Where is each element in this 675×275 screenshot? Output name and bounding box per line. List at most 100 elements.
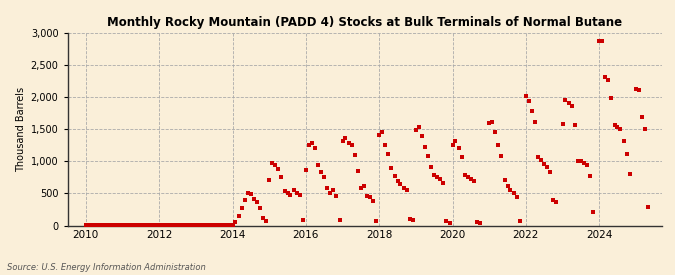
Point — [609, 123, 620, 127]
Point — [597, 39, 608, 43]
Point — [224, 223, 235, 227]
Point — [261, 219, 271, 223]
Point — [408, 218, 418, 222]
Point — [288, 187, 299, 192]
Point — [254, 206, 265, 210]
Point — [99, 223, 109, 227]
Point — [322, 186, 333, 191]
Point — [468, 179, 479, 183]
Point — [306, 141, 317, 145]
Point — [456, 155, 467, 160]
Point — [371, 218, 381, 223]
Point — [640, 126, 651, 131]
Point — [108, 223, 119, 227]
Point — [356, 186, 367, 191]
Point — [154, 223, 165, 227]
Point — [404, 217, 415, 221]
Point — [148, 223, 159, 227]
Y-axis label: Thousand Barrels: Thousand Barrels — [16, 87, 26, 172]
Point — [505, 188, 516, 192]
Point — [367, 199, 378, 203]
Point — [454, 146, 464, 150]
Point — [582, 162, 593, 167]
Point — [401, 187, 412, 192]
Point — [557, 122, 568, 126]
Point — [298, 218, 308, 222]
Point — [124, 223, 134, 227]
Point — [163, 223, 173, 227]
Point — [273, 167, 284, 171]
Point — [334, 218, 345, 222]
Point — [114, 223, 125, 227]
Point — [551, 200, 562, 205]
Point — [487, 120, 497, 124]
Point — [526, 108, 537, 113]
Point — [188, 223, 198, 227]
Point — [117, 223, 128, 227]
Point — [221, 223, 232, 227]
Point — [230, 219, 241, 224]
Point — [392, 179, 403, 183]
Point — [294, 193, 305, 197]
Point — [472, 220, 483, 224]
Point — [438, 181, 449, 185]
Point — [328, 188, 339, 192]
Point — [252, 200, 263, 205]
Point — [215, 223, 226, 227]
Point — [386, 166, 397, 170]
Point — [144, 223, 155, 227]
Point — [313, 163, 323, 167]
Point — [630, 87, 641, 91]
Point — [643, 205, 653, 209]
Point — [444, 221, 455, 226]
Point — [564, 101, 574, 105]
Point — [508, 191, 519, 195]
Point — [292, 191, 302, 195]
Point — [600, 75, 611, 79]
Point — [594, 39, 605, 43]
Text: Source: U.S. Energy Information Administration: Source: U.S. Energy Information Administ… — [7, 263, 205, 272]
Point — [603, 78, 614, 83]
Point — [246, 192, 256, 196]
Point — [80, 223, 91, 227]
Point — [533, 155, 543, 160]
Point — [196, 223, 207, 227]
Point — [530, 120, 541, 124]
Point — [621, 152, 632, 156]
Point — [447, 142, 458, 147]
Point — [536, 158, 547, 162]
Point — [435, 177, 446, 181]
Point — [212, 223, 223, 227]
Point — [206, 223, 217, 227]
Point — [362, 194, 373, 198]
Point — [319, 175, 329, 180]
Point — [172, 223, 183, 227]
Point — [166, 223, 177, 227]
Point — [157, 223, 167, 227]
Point — [618, 139, 629, 144]
Point — [429, 173, 439, 177]
Point — [92, 223, 103, 227]
Point — [234, 214, 244, 218]
Point — [545, 169, 556, 174]
Point — [572, 158, 583, 163]
Point — [432, 175, 443, 180]
Point — [90, 223, 101, 227]
Point — [193, 223, 204, 227]
Point — [120, 223, 131, 227]
Point — [389, 174, 400, 178]
Point — [423, 154, 433, 158]
Point — [270, 163, 281, 167]
Point — [484, 121, 495, 126]
Point — [346, 142, 357, 147]
Point — [633, 88, 644, 92]
Point — [374, 133, 385, 137]
Point — [380, 142, 391, 147]
Point — [96, 223, 107, 227]
Point — [340, 135, 351, 140]
Point — [102, 223, 113, 227]
Point — [136, 223, 146, 227]
Point — [383, 152, 394, 156]
Point — [202, 223, 213, 227]
Point — [502, 184, 513, 189]
